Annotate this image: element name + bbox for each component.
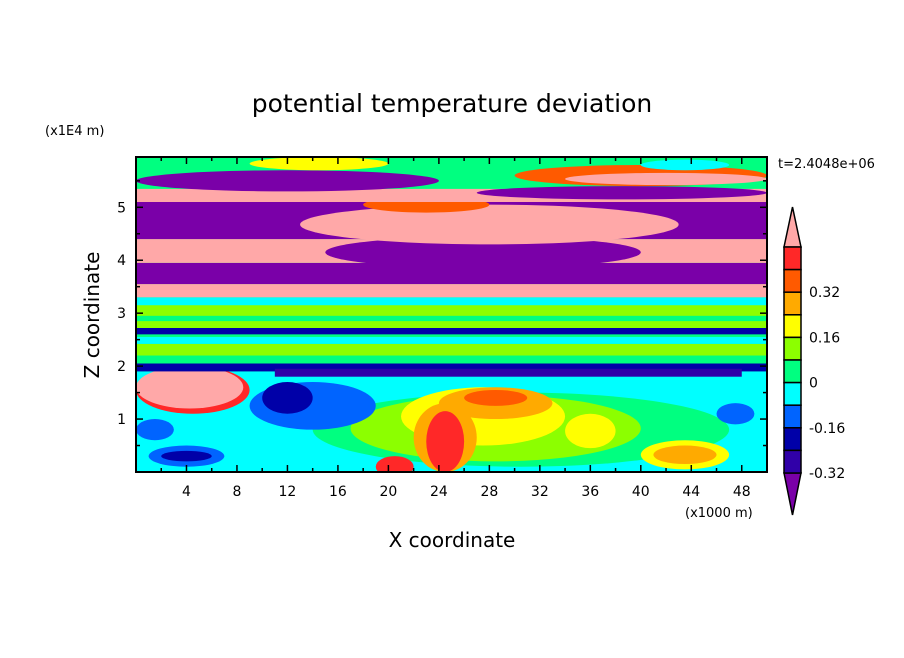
colorbar-swatch (783, 268, 802, 293)
contour-region (136, 337, 767, 344)
x-tick-label: 36 (581, 484, 599, 500)
contour-region (653, 445, 717, 465)
x-units-label: (x1000 m) (685, 506, 753, 521)
contour-region (136, 297, 767, 306)
x-axis-label: X coordinate (389, 528, 516, 552)
colorbar-swatch (783, 359, 802, 384)
contour-region (476, 186, 767, 200)
contour-region (716, 403, 755, 425)
colorbar-label: 0.32 (809, 285, 840, 301)
y-axis: 1 2 3 4 5 (117, 180, 767, 447)
contour-region (136, 343, 767, 356)
x-tick-label: 4 (182, 484, 191, 500)
y-tick-label: 5 (117, 200, 126, 216)
x-tick-label: 28 (480, 484, 498, 500)
contour-region (161, 450, 212, 462)
contour-region (249, 157, 389, 171)
contour-region (325, 236, 641, 269)
contour-region (640, 159, 730, 171)
contour-region (375, 456, 414, 472)
colorbar-swatch (783, 404, 802, 429)
contour-region (426, 411, 465, 472)
contour-region (136, 366, 244, 409)
colorbar-swatch (783, 427, 802, 452)
contour-region (300, 204, 679, 245)
time-label: t=2.4048e+06 (778, 157, 875, 172)
colorbar-swatch (783, 381, 802, 406)
x-tick-label: 44 (682, 484, 700, 500)
y-tick-label: 2 (117, 359, 126, 375)
contour-region (274, 368, 742, 377)
colorbar-label: 0 (809, 376, 818, 392)
contour-region (136, 419, 174, 441)
colorbar-label: 0.16 (809, 330, 840, 346)
x-axis: 4 8 12 16 20 24 28 32 36 40 44 48 (160, 157, 751, 500)
y-units-label: (x1E4 m) (45, 124, 104, 139)
contour-region (136, 328, 767, 335)
contour-region (136, 170, 439, 192)
y-axis-label: Z coordinate (80, 252, 104, 379)
x-tick-label: 20 (379, 484, 397, 500)
contour-region (136, 284, 767, 298)
colorbar-extend-max (783, 206, 802, 248)
x-tick-label: 24 (430, 484, 448, 500)
contour-region (136, 262, 767, 285)
y-tick-label: 1 (117, 412, 126, 428)
colorbar-swatch (783, 314, 802, 339)
x-tick-label: 40 (632, 484, 650, 500)
contour-region (136, 363, 767, 372)
x-tick-label: 12 (279, 484, 297, 500)
colorbar-swatch (783, 449, 802, 474)
colorbar: 0.32 0.16 0 -0.16 -0.32 (783, 206, 845, 516)
colorbar-label: -0.32 (809, 466, 845, 482)
contour-field (136, 157, 767, 472)
contour-region (565, 413, 616, 449)
contour-region (565, 172, 767, 186)
colorbar-label: -0.16 (809, 421, 845, 437)
chart-title: potential temperature deviation (252, 89, 652, 118)
contour-region (262, 382, 313, 414)
x-tick-label: 8 (232, 484, 241, 500)
x-tick-label: 16 (329, 484, 347, 500)
colorbar-extend-min (783, 472, 802, 516)
plot-frame (135, 156, 768, 473)
colorbar-swatch (783, 336, 802, 361)
y-tick-label: 3 (117, 306, 126, 322)
x-tick-label: 32 (531, 484, 549, 500)
x-tick-label: 48 (733, 484, 751, 500)
colorbar-swatch (783, 246, 802, 271)
contour-region (464, 389, 528, 406)
y-tick-label: 4 (117, 253, 126, 269)
contour-region (136, 315, 767, 322)
colorbar-swatch (783, 291, 802, 316)
